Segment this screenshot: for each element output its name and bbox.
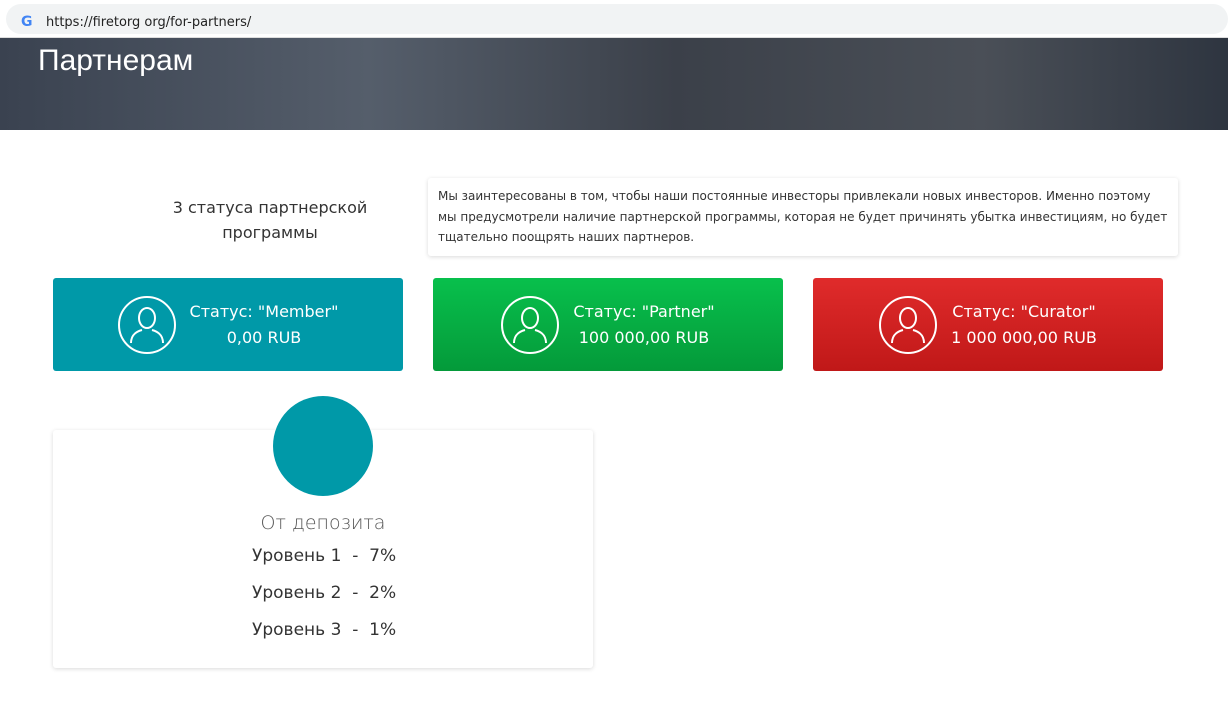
user-icon bbox=[879, 295, 938, 354]
google-icon: G bbox=[21, 14, 33, 30]
level-1: Уровень 1 - 7% bbox=[252, 546, 397, 566]
level-2: Уровень 2 - 2% bbox=[252, 583, 397, 603]
url-text[interactable]: https://firetorg org/for-partners/ bbox=[46, 15, 252, 30]
address-bar[interactable]: G https://firetorg org/for-partners/ bbox=[6, 4, 1228, 34]
status-title: Статус: "Partner" bbox=[573, 301, 715, 321]
deposit-circle-icon bbox=[273, 396, 373, 496]
status-amount: 1 000 000,00 RUB bbox=[951, 327, 1097, 347]
hero-banner: Партнерам bbox=[0, 38, 1228, 130]
deposit-title: От депозита bbox=[260, 512, 386, 534]
status-card-member: Статус: "Member" 0,00 RUB bbox=[53, 278, 403, 371]
section-heading: 3 статуса партнерской программы bbox=[172, 198, 368, 242]
status-card-partner: Статус: "Partner" 100 000,00 RUB bbox=[433, 278, 783, 371]
status-title: Статус: "Member" bbox=[189, 301, 339, 321]
user-icon bbox=[501, 295, 560, 354]
browser-toolbar: G https://firetorg org/for-partners/ bbox=[0, 0, 1228, 38]
status-amount: 0,00 RUB bbox=[226, 327, 302, 347]
status-card-curator: Статус: "Curator" 1 000 000,00 RUB bbox=[813, 278, 1163, 371]
status-amount: 100 000,00 RUB bbox=[578, 327, 710, 347]
level-3: Уровень 3 - 1% bbox=[252, 620, 397, 640]
user-icon bbox=[117, 295, 176, 354]
description-box: Мы заинтересованы в том, чтобы наши пост… bbox=[428, 178, 1178, 256]
page-title: Партнерам bbox=[38, 44, 194, 77]
status-title: Статус: "Curator" bbox=[952, 301, 1096, 321]
